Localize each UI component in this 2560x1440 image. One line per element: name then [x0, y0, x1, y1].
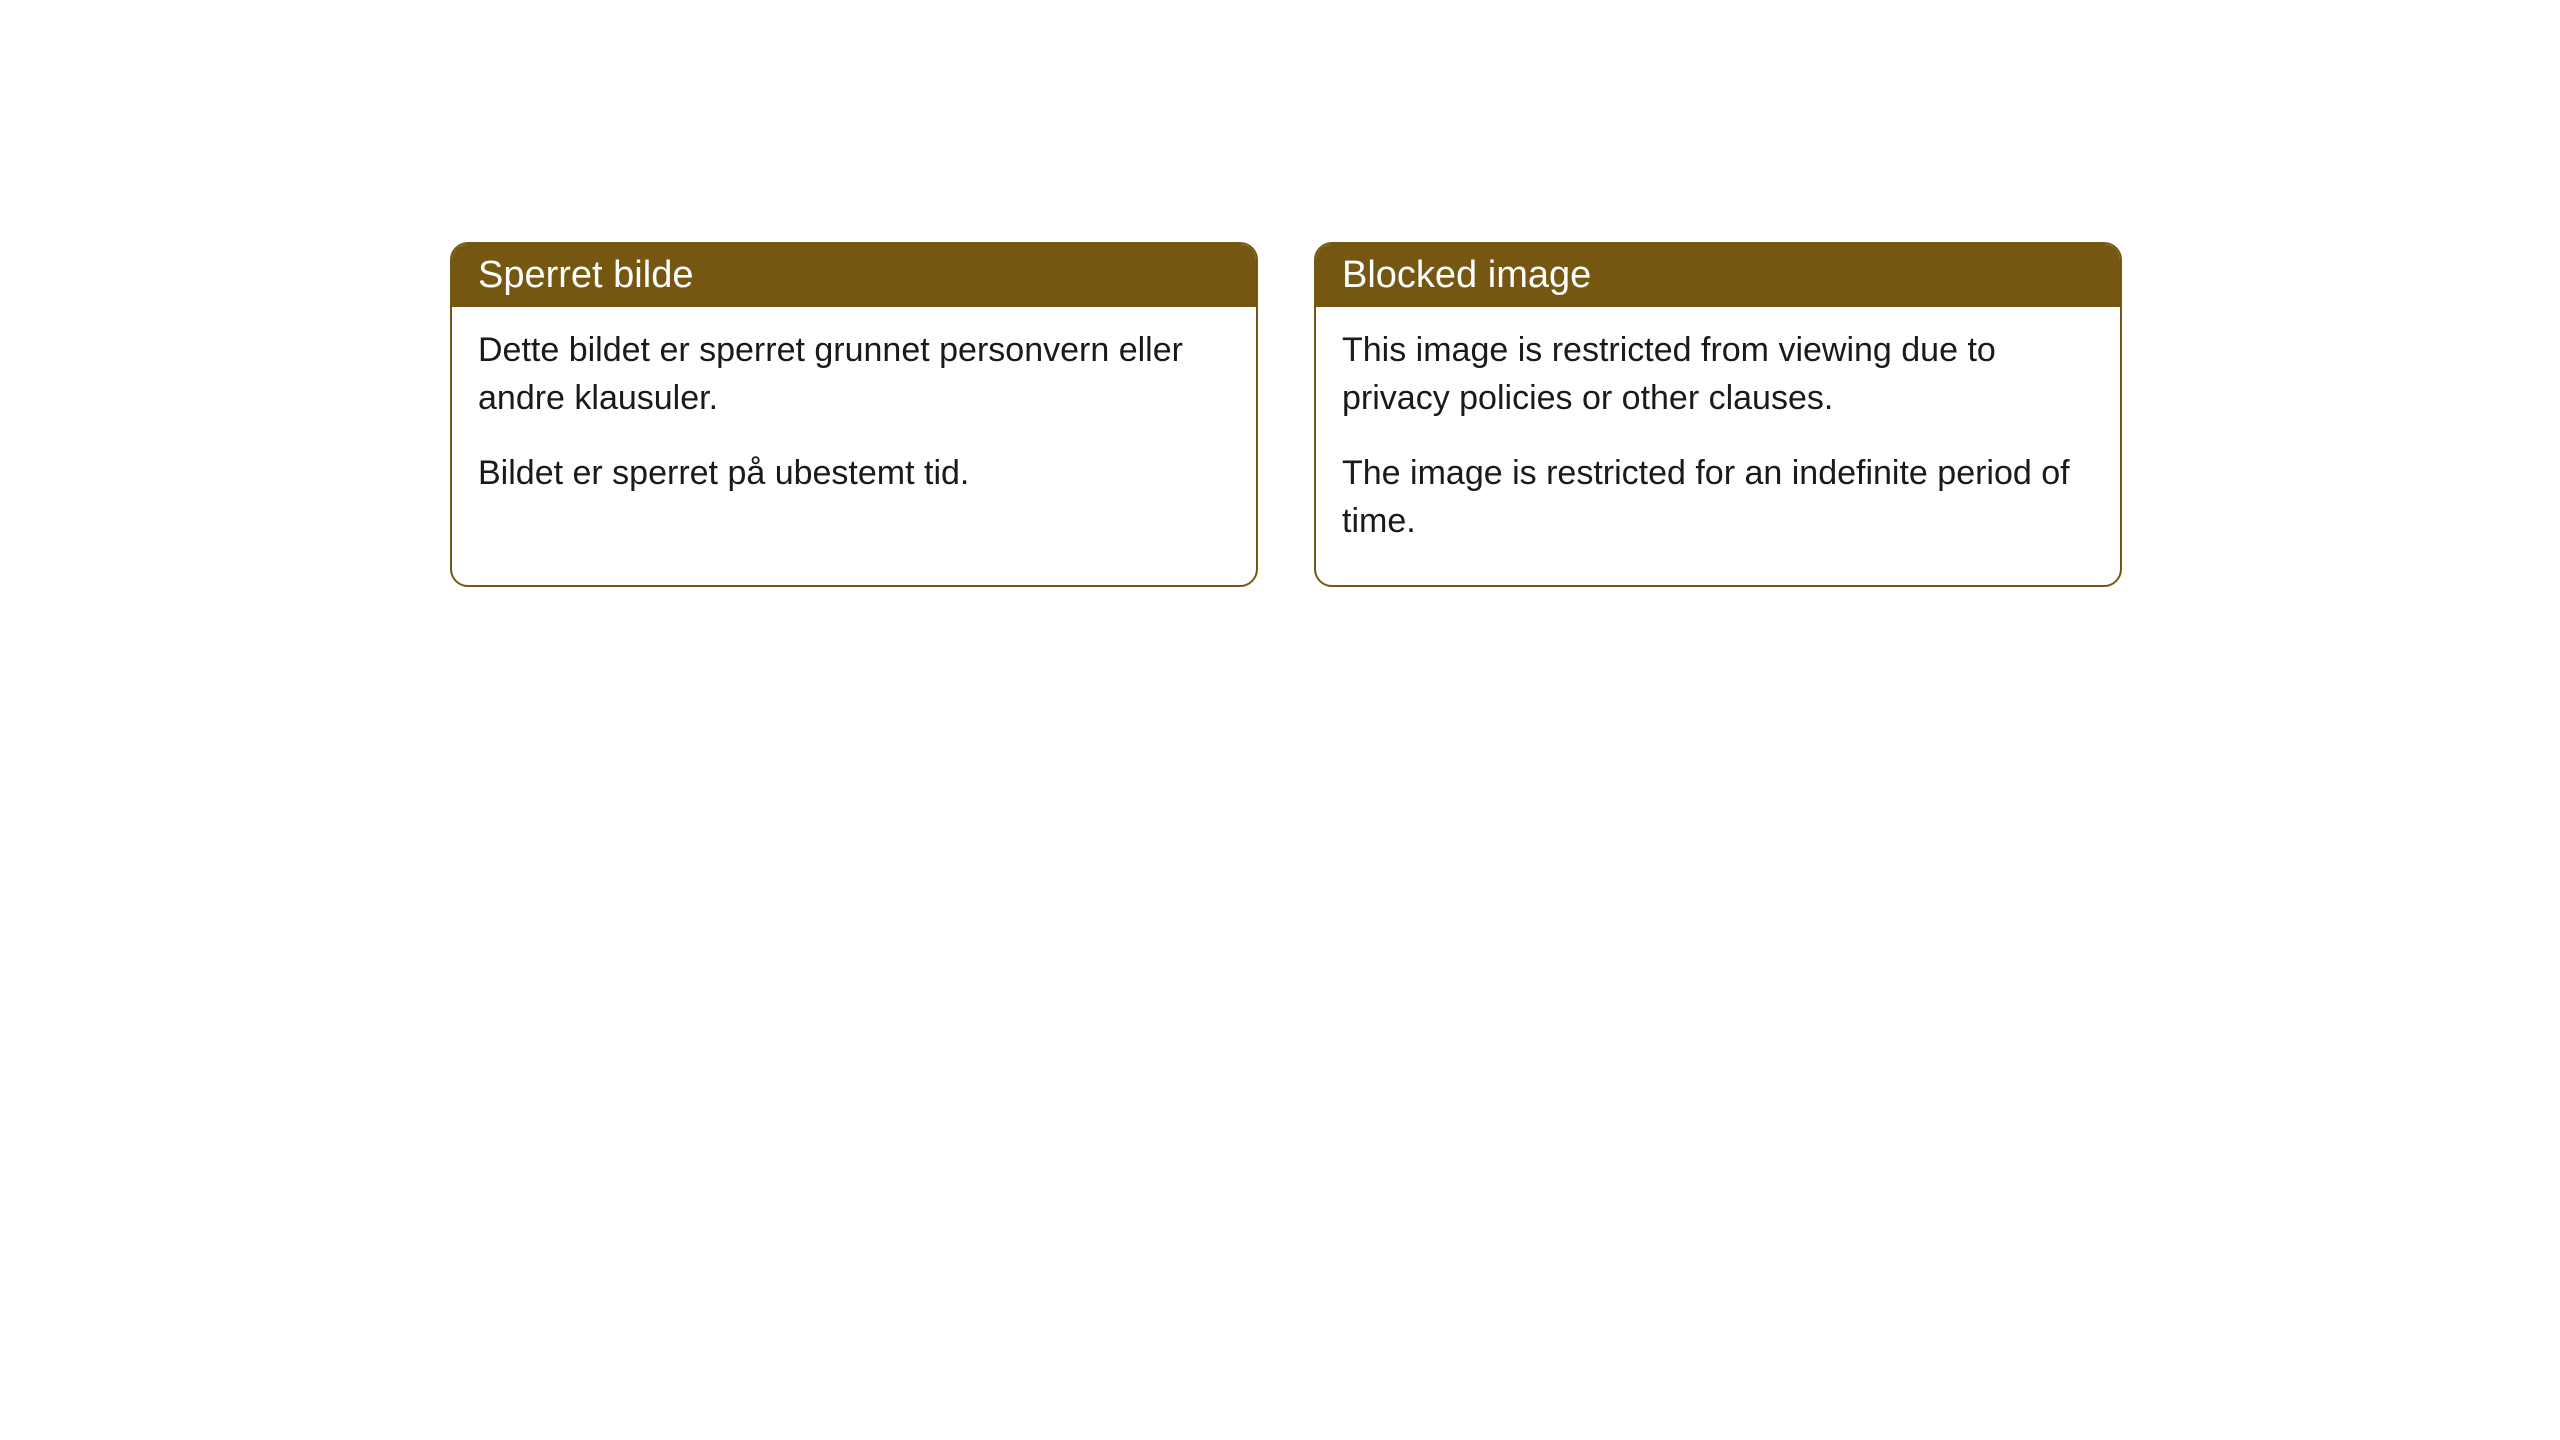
notice-card-norwegian: Sperret bilde Dette bildet er sperret gr…	[450, 242, 1258, 587]
card-header: Blocked image	[1316, 244, 2120, 307]
card-paragraph: The image is restricted for an indefinit…	[1342, 450, 2094, 545]
card-header: Sperret bilde	[452, 244, 1256, 307]
card-body: Dette bildet er sperret grunnet personve…	[452, 307, 1256, 538]
notice-card-english: Blocked image This image is restricted f…	[1314, 242, 2122, 587]
card-paragraph: Bildet er sperret på ubestemt tid.	[478, 450, 1230, 498]
card-body: This image is restricted from viewing du…	[1316, 307, 2120, 585]
notice-cards-container: Sperret bilde Dette bildet er sperret gr…	[450, 242, 2122, 587]
card-paragraph: Dette bildet er sperret grunnet personve…	[478, 327, 1230, 422]
card-title: Sperret bilde	[478, 254, 693, 296]
card-paragraph: This image is restricted from viewing du…	[1342, 327, 2094, 422]
card-title: Blocked image	[1342, 254, 1591, 296]
